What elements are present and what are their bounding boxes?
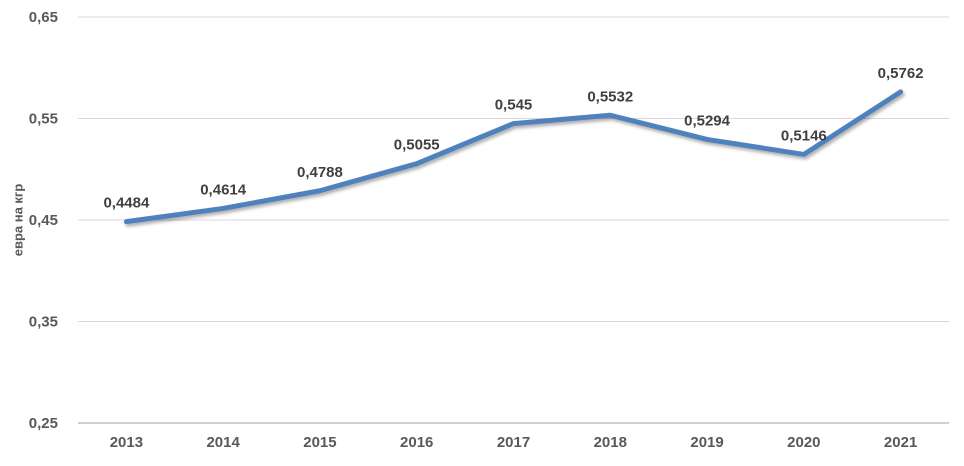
x-tick-label: 2019 (690, 434, 723, 451)
y-tick-label: 0,35 (29, 314, 58, 331)
x-tick-label: 2021 (884, 434, 917, 451)
y-tick-label: 0,55 (29, 111, 58, 128)
y-tick-label: 0,65 (29, 9, 58, 26)
gridlines (78, 16, 949, 424)
y-tick-label: 0,45 (29, 212, 58, 229)
data-series (123, 89, 904, 225)
data-point-label: 0,4788 (297, 164, 343, 181)
y-axis-tick-labels: 0,25 0,35 0,45 0,55 0,65 (29, 9, 58, 432)
data-point-label: 0,5055 (394, 137, 440, 154)
x-tick-label: 2018 (594, 434, 627, 451)
y-axis-title: евра на кгр (10, 183, 26, 257)
x-tick-label: 2015 (303, 434, 336, 451)
x-tick-label: 2020 (787, 434, 820, 451)
x-tick-label: 2014 (206, 434, 240, 451)
data-point-label: 0,5294 (684, 112, 731, 129)
data-point-label: 0,5762 (878, 65, 924, 82)
data-point-label: 0,4484 (103, 195, 150, 212)
x-tick-label: 2013 (110, 434, 143, 451)
data-point-label: 0,5146 (781, 127, 827, 144)
data-point-label: 0,4614 (200, 181, 247, 198)
x-tick-label: 2017 (497, 434, 530, 451)
x-axis-tick-labels: 2013 2014 2015 2016 2017 2018 2019 2020 2021 (110, 434, 918, 451)
series-line (123, 89, 904, 225)
data-point-label: 0,5532 (587, 88, 633, 105)
y-tick-label: 0,25 (29, 415, 58, 432)
x-tick-label: 2016 (400, 434, 433, 451)
data-point-label: 0,545 (495, 97, 533, 114)
data-point-labels: 0,4484 0,4614 0,4788 0,5055 0,545 0,5532 0,529… (103, 65, 923, 212)
